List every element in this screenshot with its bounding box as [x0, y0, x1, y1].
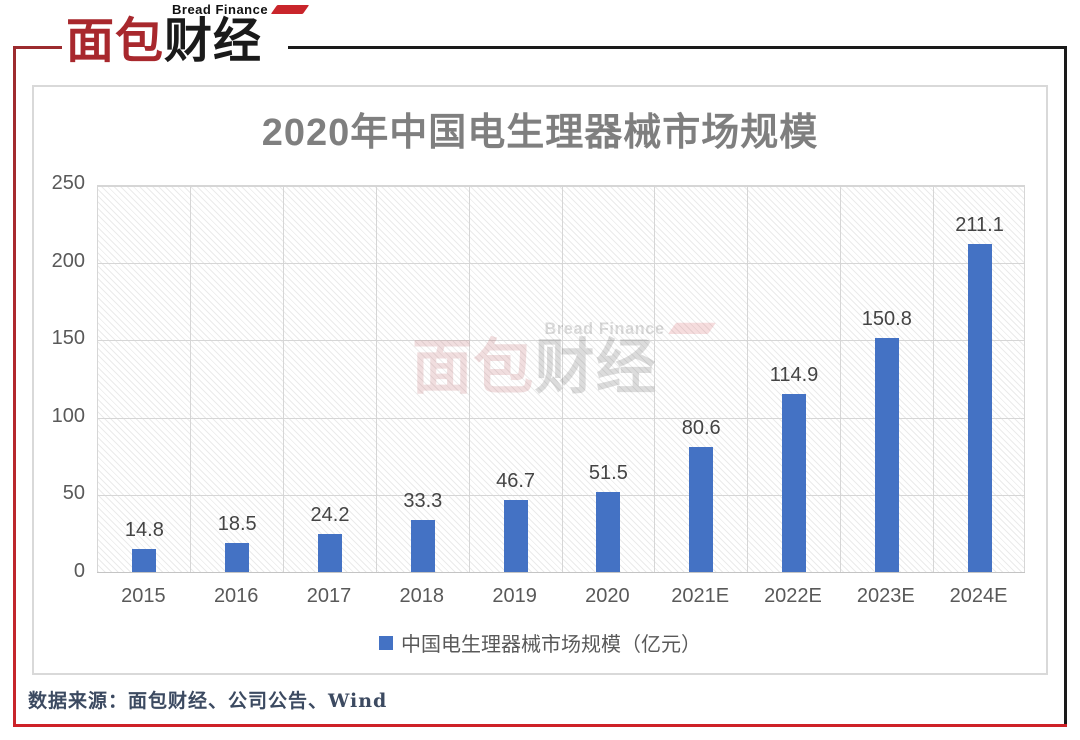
frame-right-border	[1064, 46, 1067, 727]
gridline-h-250	[98, 186, 1024, 187]
frame-bottom-border	[13, 724, 1067, 727]
brand-logo: Bread Finance 面包 财经	[62, 2, 310, 80]
x-axis-line	[97, 572, 1025, 573]
gridline-v-1	[190, 186, 192, 572]
frame-left-border	[13, 46, 16, 727]
frame-top-black-line	[278, 46, 1067, 49]
bar-2023E	[874, 337, 899, 572]
y-tick-label-250: 250	[51, 172, 85, 194]
bar-2018	[410, 520, 435, 572]
gridline-h-200	[98, 262, 1024, 264]
brand-name-cn-black: 财经	[164, 15, 263, 68]
gridline-v-6	[654, 186, 656, 572]
gridline-h-100	[98, 417, 1024, 419]
brand-logo-top-row: Bread Finance	[172, 2, 310, 17]
gridline-v-4	[468, 186, 470, 572]
x-tick-label-2020: 2020	[585, 585, 630, 607]
y-tick-label-0: 0	[73, 560, 85, 582]
bar-2016	[225, 543, 250, 572]
y-tick-label-150: 150	[51, 327, 85, 350]
gridline-v-3	[375, 186, 377, 572]
y-tick-label-50: 50	[62, 482, 85, 505]
x-tick-label-2019: 2019	[492, 585, 537, 607]
gridline-h-50	[98, 495, 1024, 497]
x-tick-label-2015: 2015	[121, 585, 166, 607]
frame-top-red-line	[13, 46, 75, 49]
chart-card: 2020年中国电生理器械市场规模 14.8 18.5 24.2 33.3 46.7 51.…	[32, 85, 1048, 675]
gridline-h-150	[98, 340, 1024, 342]
bar-value-2020: 51.5	[588, 462, 628, 485]
legend-label: 中国电生理器械市场规模（亿元）	[401, 634, 701, 656]
bar-value-2022E: 114.9	[769, 363, 819, 386]
brand-name-chinese: 面包 财经	[66, 18, 262, 66]
bar-2021E	[689, 446, 714, 572]
bar-2017	[318, 534, 342, 572]
bar-value-2017: 24.2	[310, 504, 350, 527]
gridline-v-5	[561, 186, 563, 572]
y-tick-label-200: 200	[51, 249, 85, 272]
x-tick-label-2024E: 2024E	[949, 585, 1008, 607]
bar-value-2023E: 150.8	[861, 307, 912, 330]
bar-value-2015: 14.8	[124, 519, 164, 542]
bar-value-2024E: 211.1	[955, 214, 1004, 237]
gridline-v-8	[839, 186, 841, 572]
x-tick-label-2022E: 2022E	[764, 585, 822, 607]
x-tick-label-2016: 2016	[213, 585, 259, 607]
bar-2024E	[967, 244, 992, 572]
bar-value-2021E: 80.6	[681, 416, 721, 439]
x-tick-label-2018: 2018	[399, 585, 445, 607]
chart-title: 2020年中国电生理器械市场规模	[261, 112, 819, 154]
bar-value-2016: 18.5	[217, 513, 257, 536]
bar-2015	[132, 549, 157, 572]
gridline-v-7	[747, 186, 749, 572]
legend-swatch-icon	[379, 635, 393, 650]
data-source-note: 数据来源：面包财经、公司公告、Wind	[28, 690, 388, 712]
chart-legend: 中国电生理器械市场规模（亿元）	[34, 628, 1046, 657]
bar-2022E	[782, 393, 806, 572]
x-tick-label-2017: 2017	[306, 585, 352, 607]
x-tick-label-2023E: 2023E	[856, 585, 915, 607]
brand-swoosh-icon	[270, 5, 310, 14]
brand-name-cn-red: 面包	[66, 15, 165, 68]
gridline-v-2	[283, 186, 285, 572]
brand-name-english: Bread Finance	[172, 2, 269, 17]
x-tick-label-2021E: 2021E	[671, 585, 730, 607]
gridline-v-9	[932, 186, 934, 572]
y-tick-label-100: 100	[51, 404, 85, 427]
plot-area: 14.8 18.5 24.2 33.3 46.7 51.5 80.6 114.9 150.8 21…	[97, 185, 1025, 573]
bar-value-2018: 33.3	[403, 490, 443, 513]
bar-value-2019: 46.7	[496, 469, 536, 492]
bar-2020	[596, 492, 621, 572]
bar-2019	[503, 499, 528, 572]
